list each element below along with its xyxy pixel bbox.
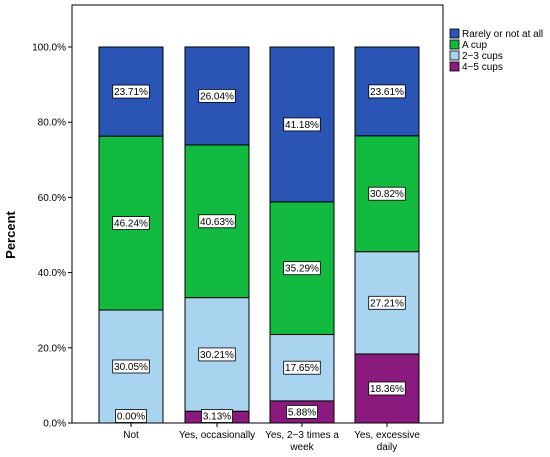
data-label-text: 23.61%: [370, 87, 404, 98]
data-label-text: 46.24%: [114, 219, 148, 230]
data-label-text: 40.63%: [200, 217, 234, 228]
data-label-text: 27.21%: [370, 298, 404, 309]
data-label-text: 18.36%: [370, 384, 404, 395]
y-tick-label: 40.0%: [38, 268, 66, 279]
legend-item-4-5-cups: 4−5 cups: [449, 61, 503, 73]
data-labels-layer: 0.00% 30.05% 46.24% 23.71% 3.13% 30.21% 40.63%…: [112, 84, 406, 423]
y-tick-label: 60.0%: [38, 193, 66, 204]
data-label: 30.21%: [198, 347, 236, 362]
x-tick-label: week: [289, 442, 314, 453]
x-tick-label: Yes, occasionally: [179, 430, 255, 441]
x-tick-label: Not: [123, 430, 139, 441]
plot-frame: [71, 4, 444, 424]
data-label-text: 23.71%: [114, 87, 148, 98]
data-label-box: [286, 405, 318, 419]
legend-label: Rarely or not at all: [462, 29, 543, 40]
legend-swatch: [449, 39, 460, 50]
data-label: 27.21%: [368, 295, 406, 310]
data-label: 40.63%: [198, 214, 236, 229]
data-label: 41.18%: [283, 117, 321, 132]
data-label-text: 17.65%: [285, 363, 319, 374]
legend-swatch: [449, 61, 460, 72]
data-label-text: 3.13%: [203, 412, 231, 423]
data-label-box: [283, 360, 321, 375]
legend-swatch: [449, 50, 460, 61]
data-label-box: [112, 84, 150, 99]
data-label-text: 5.88%: [288, 407, 316, 418]
legend-label: 2−3 cups: [462, 51, 503, 62]
legend-label: A cup: [462, 40, 487, 51]
y-tick-label: 0.0%: [43, 419, 66, 430]
legend-item-2-3-cups: 2−3 cups: [449, 50, 503, 62]
data-label-box: [368, 186, 406, 201]
data-label: 46.24%: [112, 216, 150, 230]
data-label: 23.61%: [368, 84, 406, 99]
data-label-box: [112, 359, 150, 374]
data-label-box: [283, 117, 321, 132]
data-label-box: [198, 347, 236, 362]
data-label-text: 30.21%: [200, 350, 234, 361]
y-tick-label: 80.0%: [38, 118, 66, 129]
data-label-text: 30.05%: [114, 362, 148, 373]
data-label: 3.13%: [201, 409, 233, 423]
data-label-text: 26.04%: [200, 91, 234, 102]
data-label-box: [198, 89, 236, 103]
x-tick-label: daily: [377, 442, 398, 453]
data-label-text: 30.82%: [370, 189, 404, 200]
data-label-text: 35.29%: [285, 264, 319, 275]
data-label: 23.71%: [112, 84, 150, 99]
data-label-text: 0.00%: [117, 412, 145, 423]
data-label-box: [112, 216, 150, 230]
y-axis-title: Percent: [3, 210, 18, 258]
x-tick-label: Yes, excessive: [354, 430, 420, 441]
data-label: 35.29%: [283, 261, 321, 276]
data-label: 30.82%: [368, 186, 406, 201]
y-tick-label: 20.0%: [38, 343, 66, 354]
data-label: 30.05%: [112, 359, 150, 374]
data-label: 26.04%: [198, 89, 236, 103]
data-label: 5.88%: [286, 405, 318, 419]
legend-swatch: [449, 28, 460, 39]
legend-item-rarely-or-not-at-all: Rarely or not at all: [449, 28, 543, 40]
data-label-text: 41.18%: [285, 120, 319, 131]
data-label-box: [368, 295, 406, 310]
data-label: 0.00%: [115, 409, 147, 423]
data-label-box: [368, 84, 406, 99]
data-label-box: [198, 214, 236, 229]
axes-layer: 0.0% 20.0% 40.0% 60.0% 80.0% 100.0% Not Yes, oc…: [32, 4, 444, 453]
legend-label: 4−5 cups: [462, 62, 503, 73]
data-label-box: [283, 261, 321, 276]
data-label: 17.65%: [283, 360, 321, 375]
x-tick-label: Yes, 2−3 times a: [265, 430, 339, 441]
y-tick-label: 100.0%: [32, 43, 66, 54]
data-label: 18.36%: [368, 381, 406, 396]
legend-item-a-cup: A cup: [449, 39, 487, 51]
data-label-box: [368, 381, 406, 396]
